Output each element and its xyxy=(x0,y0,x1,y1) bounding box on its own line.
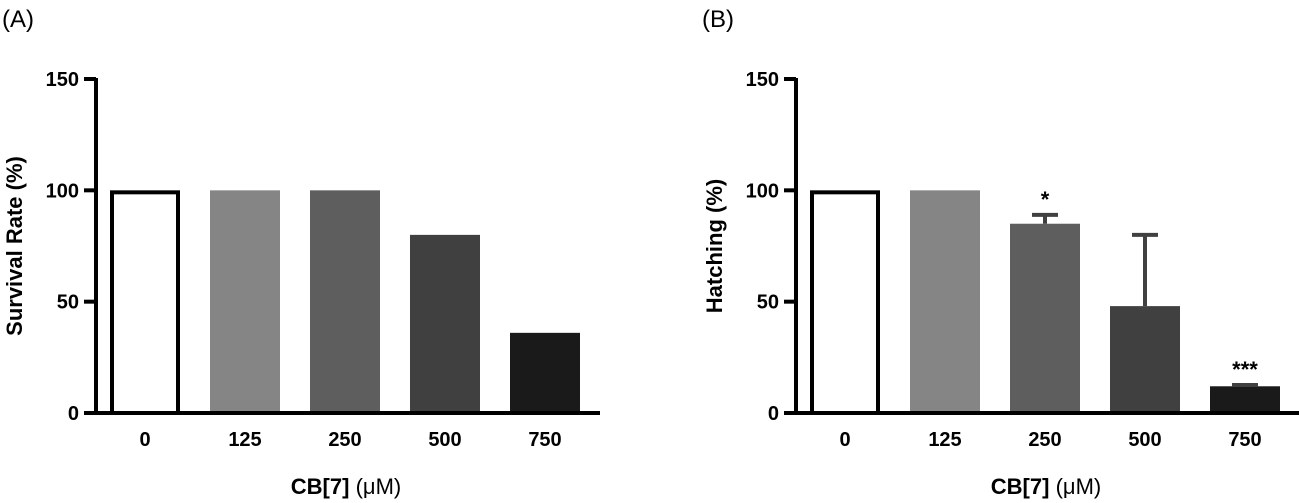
panel-a-y-tick-label-100: 100 xyxy=(46,180,79,202)
panel-b-bar-0 xyxy=(810,190,880,415)
panel-b-x-tick-label-750: 750 xyxy=(1228,429,1261,451)
panel-b-x-axis-title-main: CB[7] xyxy=(991,474,1050,499)
panel-b-significance-250: * xyxy=(1041,187,1050,212)
panel-b-x-tick-label-250: 250 xyxy=(1028,429,1061,451)
panel-b-x-tick-label-500: 500 xyxy=(1128,429,1161,451)
panel-b-significance-750: *** xyxy=(1232,357,1258,382)
panel-b-x-tick-label-125: 125 xyxy=(928,429,961,451)
panel-b: (B) Hatching (%) CB[7] (μM) 0 125*250 500*… xyxy=(702,6,1299,499)
panel-b-y-tick-label-50: 50 xyxy=(757,292,779,314)
panel-b-x-axis-title: CB[7] (μM) xyxy=(991,474,1101,499)
panel-b-bar-750 xyxy=(1210,386,1280,413)
panel-b-y-axis-title: Hatching (%) xyxy=(702,179,727,313)
panel-a-bar-750 xyxy=(510,332,580,413)
panel-a-y-axis-title: Survival Rate (%) xyxy=(2,156,27,336)
panel-a-bar-500 xyxy=(410,234,480,413)
panel-b-label: (B) xyxy=(702,6,734,33)
panel-b-y-tick-label-100: 100 xyxy=(746,180,779,202)
panel-a-y-tick-label-50: 50 xyxy=(57,292,79,314)
panel-a-x-tick-label-500: 500 xyxy=(428,429,461,451)
panel-a-x-tick-label-125: 125 xyxy=(228,429,261,451)
panel-a-plot-area: 0 125 250 500 750 0 50 100 150 xyxy=(46,69,600,451)
panel-b-plot-area: 0 125 * 250 500 *** 750 0 50 100 150 xyxy=(746,69,1299,451)
panel-a-x-tick-label-750: 750 xyxy=(528,429,561,451)
panel-a-bar-250 xyxy=(310,190,380,413)
panel-a-y-tick-label-150: 150 xyxy=(46,69,79,91)
panel-b-bar-250 xyxy=(1010,223,1080,413)
panel-b-x-tick-label-0: 0 xyxy=(839,429,850,451)
panel-a-bar-125 xyxy=(210,190,280,413)
panel-b-bar-500 xyxy=(1110,306,1180,413)
panel-b-bar-125 xyxy=(910,190,980,413)
panel-a-bar-0 xyxy=(110,190,180,415)
panel-a-y-tick-label-0: 0 xyxy=(68,403,79,425)
panel-b-y-tick-label-150: 150 xyxy=(746,69,779,91)
panel-a-label: (A) xyxy=(2,6,34,33)
panel-a: (A) Survival Rate (%) CB[7] (μM) 0 125 250… xyxy=(2,6,600,499)
panel-b-y-tick-label-0: 0 xyxy=(768,403,779,425)
panel-b-x-axis-title-unit: (μM) xyxy=(1056,474,1102,499)
panel-a-x-axis-title: CB[7] (μM) xyxy=(291,474,401,499)
panel-a-x-axis-title-unit: (μM) xyxy=(356,474,402,499)
panel-a-x-axis-title-main: CB[7] xyxy=(291,474,350,499)
panel-a-x-tick-label-250: 250 xyxy=(328,429,361,451)
panel-a-x-tick-label-0: 0 xyxy=(139,429,150,451)
